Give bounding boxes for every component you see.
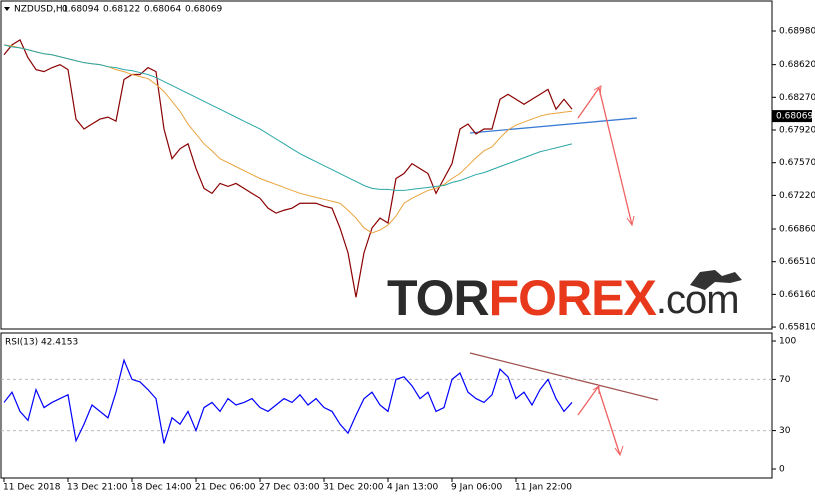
price-panel [0,0,773,330]
rsi-panel [0,332,773,479]
series-line [3,44,573,234]
x-tick-label: 21 Dec 06:00 [195,483,256,493]
watermark-part: FOREX [489,270,657,326]
last-price: 0.68069 [776,112,813,122]
y-tick-label: 0.66860 [779,225,815,235]
y-tick-label: 0.68980 [779,27,815,37]
series-line [3,39,573,298]
watermark-part: TOR [387,270,490,326]
x-tick-label: 13 Dec 21:00 [67,483,128,493]
y-tick-label: 0.66160 [779,290,815,300]
y-tick-label: 0.67220 [779,191,815,201]
ohlc-value: 0.68069 [185,5,222,15]
ohlc-value: 0.68122 [103,5,140,15]
x-tick-label: 31 Dec 20:00 [323,483,384,493]
ohlc-value: 0.68094 [62,5,99,15]
x-tick-label: 9 Jan 06:00 [451,483,503,493]
y-tick-label: 100 [779,337,796,347]
bull-logo [690,270,742,290]
y-tick-label: 0.68270 [779,93,815,103]
ohlc-value: 0.68064 [144,5,181,15]
rsi-trend-line [469,352,659,401]
symbol: NZDUSD,H1 [14,5,68,15]
series-line [3,44,573,191]
series-line [3,358,573,444]
arrow-head [593,85,635,227]
y-tick-label: 30 [779,426,791,436]
y-tick-label: 0.66510 [779,257,815,267]
x-tick-label: 27 Dec 03:00 [259,483,320,493]
x-tick-label: 11 Jan 22:00 [515,483,572,493]
rsi-forecast-arrow [577,385,621,456]
watermark: TORFOREX.com [387,270,739,326]
arrow-head [592,385,624,457]
trend-line [469,117,638,134]
y-tick-label: 0 [779,465,785,475]
rsi-title: RSI(13) 42.4153 [5,338,78,348]
y-tick-label: 0.65810 [779,323,815,333]
x-tick-label: 4 Jan 13:00 [387,483,439,493]
x-tick-label: 18 Dec 14:00 [131,483,192,493]
last-price-box [772,110,812,123]
y-tick-label: 0.68620 [779,60,815,70]
watermark-part: .com [656,278,739,322]
menu-icon [4,7,10,11]
x-tick-label: 11 Dec 2018 [3,483,61,493]
y-tick-label: 0.67920 [779,126,815,136]
forecast-arrow [577,86,633,226]
y-tick-label: 70 [779,375,791,385]
y-tick-label: 0.67570 [779,158,815,168]
